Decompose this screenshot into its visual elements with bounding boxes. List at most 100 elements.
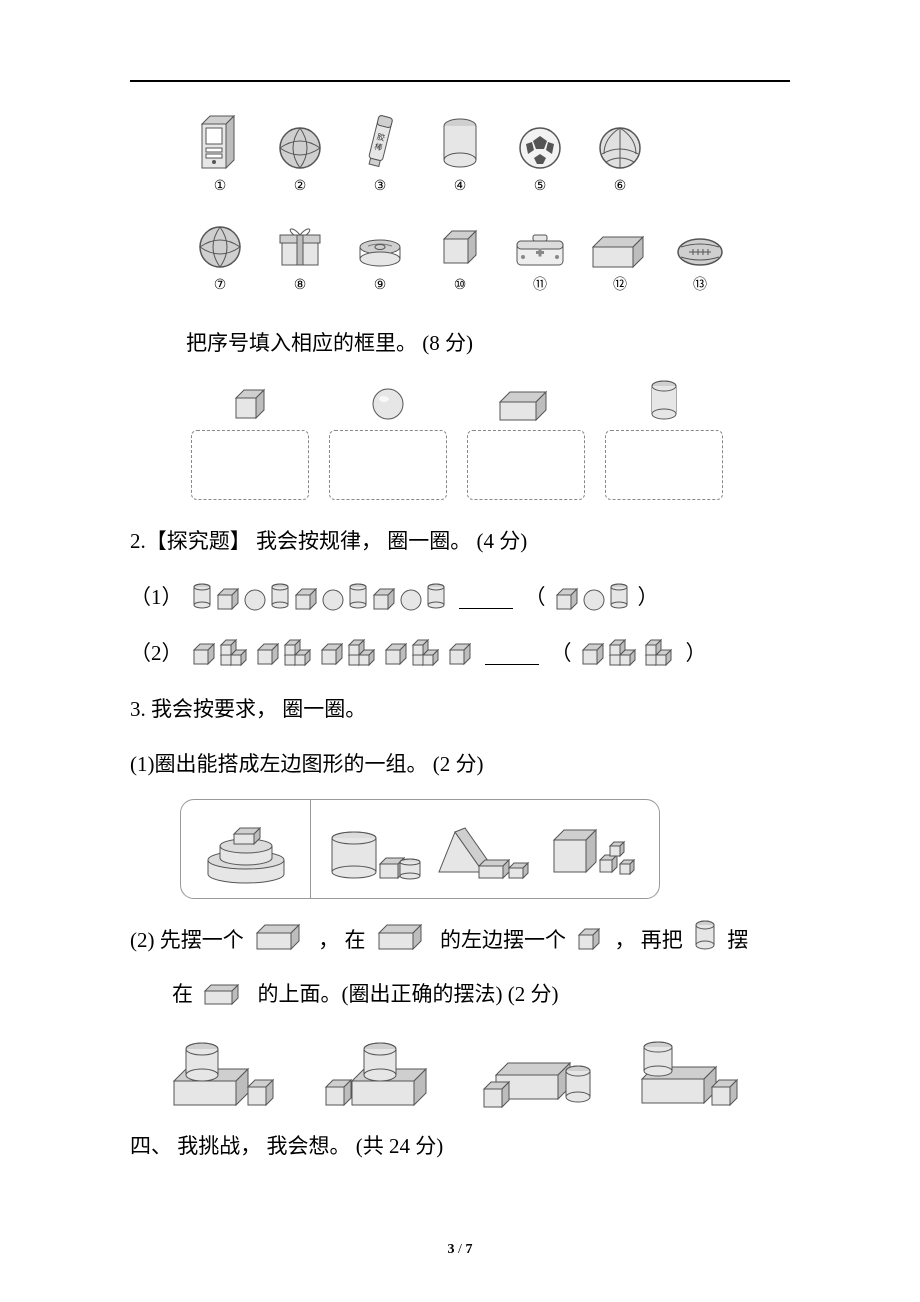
obj-giftbox: ⑧ (270, 221, 330, 302)
obj-basketball: ⑦ (190, 223, 250, 302)
dashed-answer-box[interactable] (467, 430, 585, 500)
dashed-answer-box[interactable] (191, 430, 309, 500)
arrangement-option[interactable] (164, 1031, 284, 1111)
answer-cuboid (466, 374, 586, 500)
inline-cuboid-icon (375, 921, 431, 953)
obj-volleyball: ⑥ (590, 124, 650, 203)
answer-cube (190, 374, 310, 500)
obj-computer: ① (190, 114, 250, 203)
q3-2-e: 摆 (727, 928, 748, 952)
q2-2-sequence (191, 639, 473, 667)
cylinder-icon (647, 378, 681, 424)
q2-2-options[interactable] (580, 639, 678, 667)
left-paren: （ (525, 574, 546, 620)
obj-label: ② (294, 172, 307, 203)
obj-firstaid: ⑪ (510, 229, 570, 302)
q3-1-option[interactable] (324, 812, 424, 886)
inline-cylinder-icon (692, 919, 718, 953)
q2-2-num: （2） (130, 630, 183, 676)
q3-2-line2a: 在 (172, 982, 193, 1006)
q3-2-line2: 在 的上面。(圈出正确的摆法) (2 分) (172, 971, 790, 1017)
obj-label: ⑬ (693, 271, 707, 302)
instr-points: (8 分) (422, 331, 473, 355)
q3-2-pts: (2 分) (508, 982, 559, 1006)
obj-football: ⑬ (670, 233, 730, 302)
object-grid: ① ② (190, 110, 790, 302)
left-paren: （ (551, 630, 572, 676)
q3-1-target (181, 800, 311, 898)
q2-text: 我会按规律， 圈一圈。 (256, 529, 471, 553)
obj-cube: ⑩ (430, 223, 490, 302)
obj-label: ① (214, 172, 227, 203)
arrangement-option[interactable] (320, 1031, 440, 1111)
section4-text: 四、 我挑战， 我会想。 (130, 1134, 351, 1158)
q2-points: (4 分) (477, 529, 528, 553)
q2-item-2: （2） (130, 630, 790, 676)
q3-1-option[interactable] (435, 812, 535, 886)
obj-label: ④ (454, 172, 467, 203)
obj-gluestick: 胶 棒 ③ (350, 110, 410, 203)
page-footer: 3 / 7 (0, 1242, 920, 1258)
fill-instruction: 把序号填入相应的框里。 (8 分) (186, 320, 790, 366)
obj-label: ③ (374, 172, 387, 203)
dashed-answer-box[interactable] (329, 430, 447, 500)
answer-cylinder (604, 374, 724, 500)
obj-label: ⑧ (294, 271, 307, 302)
inline-cuboid-icon (253, 921, 309, 953)
q3-2-b: ， 在 (318, 928, 365, 952)
right-paren: ） (686, 630, 707, 676)
obj-label: ⑤ (534, 172, 547, 203)
q2-heading: 2.【探究题】 我会按规律， 圈一圈。 (4 分) (130, 518, 790, 564)
object-row-1: ① ② (190, 110, 790, 203)
q2-1-num: （1） (130, 574, 183, 620)
arrangement-option[interactable] (476, 1031, 596, 1111)
q2-prefix: 2.【探究题】 (130, 529, 251, 553)
blank[interactable] (485, 642, 539, 665)
obj-tunacan: ⑨ (350, 237, 410, 302)
worksheet-page: ① ② (0, 0, 920, 1302)
obj-cuboid: ⑫ (590, 233, 650, 302)
q3-2-a: (2) 先摆一个 (130, 928, 244, 952)
object-row-2: ⑦ ⑧ (190, 221, 790, 302)
q3-2-d: ， 再把 (615, 928, 683, 952)
q3-1-panel (180, 799, 660, 899)
q3-text: 3. 我会按要求， 圈一圈。 (130, 697, 366, 721)
obj-label: ⑨ (374, 271, 387, 302)
blank[interactable] (459, 586, 513, 609)
q3-2-options (164, 1031, 790, 1111)
obj-label: ⑪ (533, 271, 547, 302)
q3-1-options (311, 812, 659, 886)
q2-1-sequence (191, 582, 447, 612)
q3-1-text: (1)圈出能搭成左边图形的一组。 (130, 752, 428, 776)
page-total: 7 (465, 1242, 472, 1257)
q2-1-options[interactable] (554, 582, 630, 612)
obj-cylinder: ④ (430, 116, 490, 203)
page-sep: / (455, 1242, 466, 1257)
cube-icon (230, 384, 270, 424)
q3-2-c: 的左边摆一个 (440, 928, 566, 952)
q3-1-points: (2 分) (433, 752, 484, 776)
q2-item-1: （1） （ (130, 574, 790, 620)
answer-sphere (328, 374, 448, 500)
top-rule (130, 80, 790, 82)
page-current: 3 (448, 1242, 455, 1257)
sphere-icon (368, 384, 408, 424)
inline-cube-icon (575, 923, 605, 953)
instr-text: 把序号填入相应的框里。 (186, 331, 417, 355)
lshape-icon (219, 639, 253, 667)
content: ① ② (130, 110, 790, 1169)
obj-soccerball: ⑤ (510, 124, 570, 203)
q3-1-heading: (1)圈出能搭成左边图形的一组。 (2 分) (130, 741, 790, 787)
answer-boxes (190, 374, 790, 500)
dashed-answer-box[interactable] (605, 430, 723, 500)
obj-basketball: ② (270, 124, 330, 203)
section4-pts: (共 24 分) (356, 1134, 444, 1158)
q3-2-line1: (2) 先摆一个 ， 在 的左边摆一个 ， 再把 摆 (130, 917, 790, 963)
obj-label: ⑩ (454, 271, 467, 302)
arrangement-option[interactable] (632, 1031, 752, 1111)
q3-1-option[interactable] (546, 812, 646, 886)
right-paren: ） (638, 574, 659, 620)
obj-label: ⑦ (214, 271, 227, 302)
obj-label: ⑥ (614, 172, 627, 203)
q3-2-line2b: 的上面。(圈出正确的摆法) (258, 982, 503, 1006)
